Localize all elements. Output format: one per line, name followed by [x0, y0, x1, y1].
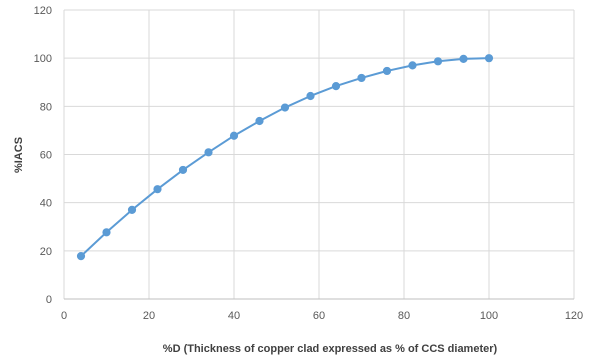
data-point — [229, 131, 239, 140]
y-tick-label: 0 — [46, 294, 52, 306]
data-point — [306, 91, 315, 101]
gridlines — [63, 9, 575, 300]
y-tick-label: 80 — [40, 101, 52, 113]
series-group — [76, 54, 494, 261]
x-tick-label: 40 — [228, 310, 240, 322]
data-point — [357, 73, 366, 83]
data-point — [102, 228, 111, 237]
x-tick-labels: 0 20 40 60 80 100 120 — [61, 310, 583, 322]
data-point — [382, 66, 392, 76]
data-point — [204, 148, 213, 157]
data-point — [127, 205, 137, 214]
y-tick-labels: 0 20 40 60 80 100 120 — [34, 5, 52, 306]
x-tick-label: 0 — [61, 310, 67, 322]
data-point — [178, 165, 188, 175]
y-tick-label: 60 — [40, 150, 52, 162]
series-line — [80, 57, 490, 257]
data-point — [408, 61, 417, 70]
x-tick-label: 120 — [565, 310, 583, 322]
y-tick-label: 120 — [34, 5, 52, 17]
data-point — [280, 103, 290, 112]
y-axis-label: %IACS — [13, 137, 25, 173]
x-tick-label: 60 — [313, 310, 325, 322]
x-tick-label: 20 — [143, 310, 155, 322]
data-point — [433, 57, 443, 66]
data-point — [153, 185, 162, 194]
y-tick-label: 20 — [40, 246, 52, 258]
x-tick-label: 100 — [480, 310, 498, 322]
data-point — [484, 54, 494, 63]
y-tick-label: 40 — [40, 198, 52, 210]
data-point — [76, 252, 86, 261]
data-point — [255, 116, 264, 126]
y-tick-label: 100 — [34, 53, 52, 65]
x-tick-label: 80 — [398, 310, 410, 322]
data-point — [459, 54, 468, 63]
x-axis-label: %D (Thickness of copper clad expressed a… — [163, 343, 498, 355]
data-point — [331, 82, 341, 91]
